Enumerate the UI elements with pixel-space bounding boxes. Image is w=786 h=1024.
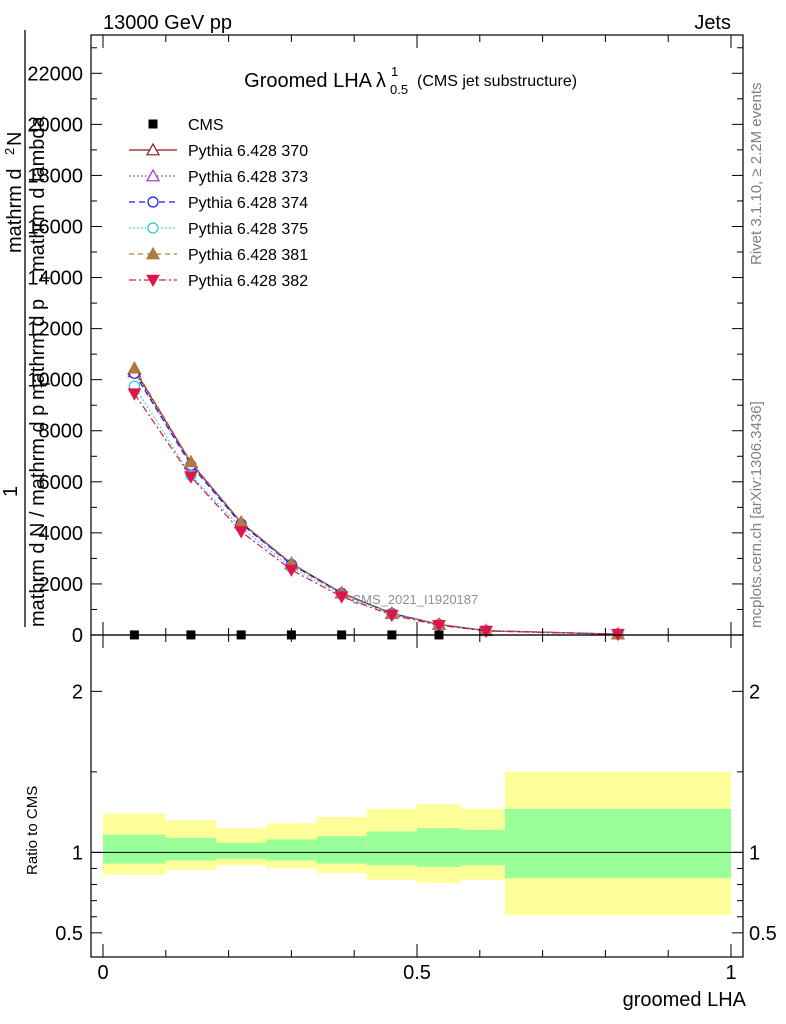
rivet-label: Rivet 3.1.10, ≥ 2.2M events [748, 83, 765, 266]
main-ytick-label-4: 8000 [39, 421, 84, 443]
ratio-band-inner-4 [316, 836, 367, 864]
main-ytick-label-3: 6000 [39, 472, 84, 494]
plot-title: Groomed LHA λ 1 0.5 (CMS jet substructur… [244, 64, 577, 97]
ratio-bands [91, 771, 743, 916]
watermark: CMS_2021_I1920187 [352, 592, 479, 607]
legend-label-2: Pythia 6.428 373 [188, 169, 308, 186]
ratio-y-axis-label: Ratio to CMS [24, 786, 41, 875]
ratio-ytick-label-left-1: 1 [72, 842, 83, 864]
legend-label-6: Pythia 6.428 382 [188, 273, 308, 290]
main-ytick-label-5: 10000 [27, 370, 83, 392]
series-4-point-1 [183, 454, 198, 468]
ylabel-denominator: mathrm d N / mathrm d p [27, 405, 49, 627]
legend-marker-2 [145, 168, 161, 182]
ylabel-line2: mathrm d p [27, 299, 49, 400]
legend-marker-1 [145, 142, 161, 156]
legend-label-5: Pythia 6.428 381 [188, 247, 308, 264]
ylabel-line1-tail: N [4, 132, 26, 146]
ylabel-line2-sub: T [38, 274, 53, 282]
main-y-axis-label: mathrm d 2 N mathrm d p T mathrm d lambd… [0, 30, 53, 627]
mcplots-label: mcplots.cern.ch [arXiv:1306.3436] [748, 401, 765, 628]
legend-marker-4 [147, 222, 159, 234]
main-ytick-label-8: 16000 [27, 216, 83, 238]
legend-label-3: Pythia 6.428 374 [188, 195, 308, 212]
main-ytick-label-6: 12000 [27, 319, 83, 341]
ratio-ytick-label-right-1: 1 [749, 842, 760, 864]
series-5-point-5 [385, 609, 399, 623]
main-ytick-label-9: 18000 [27, 165, 83, 187]
ylabel-line1: mathrm d [4, 169, 26, 253]
series-5-point-0 [127, 388, 142, 401]
series-5-point-1 [184, 471, 198, 484]
title-main: Groomed LHA [244, 70, 372, 92]
title-sup: 1 [391, 64, 398, 79]
ratio-ytick-label-left-0: 0.5 [55, 923, 83, 945]
ratio-xtick-label-1: 0.5 [403, 962, 431, 984]
ylabel-prefix: 1 [0, 486, 22, 497]
ratio-band-inner-8 [504, 808, 731, 879]
main-ytick-label-11: 22000 [27, 63, 83, 85]
ratio-band-inner-0 [103, 834, 166, 864]
main-ytick-label-0: 0 [72, 625, 83, 647]
main-ytick-label-10: 20000 [27, 114, 83, 136]
category-label: Jets [694, 12, 731, 34]
main-series [127, 360, 625, 642]
main-ytick-label-1: 2000 [39, 574, 84, 596]
series-5-point-3 [284, 564, 299, 577]
series-5-point-4 [334, 591, 349, 604]
ratio-ytick-label-right-0: 0.5 [749, 923, 777, 945]
ratio-band-inner-7 [460, 829, 505, 866]
ratio-xtick-label-0: 0 [97, 962, 108, 984]
legend-label-4: Pythia 6.428 375 [188, 221, 308, 238]
ratio-band-inner-5 [366, 831, 417, 866]
legend-marker-cms [148, 119, 158, 129]
series-5-point-2 [234, 526, 249, 539]
ratio-ytick-label-left-2: 2 [72, 681, 83, 703]
legend-marker-6 [146, 274, 160, 288]
title-sub: 0.5 [390, 82, 408, 97]
ratio-band-inner-1 [165, 837, 217, 861]
energy-label: 13000 GeV pp [103, 12, 232, 34]
title-paren: (CMS jet substructure) [417, 73, 577, 90]
title-lambda: λ [376, 70, 386, 92]
series-line-5 [133, 393, 619, 635]
legend-marker-3 [147, 196, 159, 208]
ylabel-line1-sup: 2 [2, 148, 17, 155]
legend-label-1: Pythia 6.428 370 [188, 143, 308, 160]
ratio-xtick-label-2: 1 [725, 962, 736, 984]
ylabel-line2-tail: mathrm d lambda [27, 116, 49, 272]
series-5-point-6 [432, 619, 446, 633]
ratio-ytick-label-right-2: 2 [749, 681, 760, 703]
main-ytick-label-7: 14000 [27, 268, 83, 290]
series-5-point-7 [479, 625, 493, 639]
axes: 0 2000 4000 6000 8000 10000 12000 14000 16000 180… [27, 34, 777, 984]
ylabel-denominator-sub: T [38, 380, 53, 388]
ratio-band-inner-3 [266, 839, 317, 861]
main-ytick-label-2: 4000 [39, 523, 84, 545]
legend: CMS Pythia 6.428 370 Pythia 6.428 373 Pythi… [129, 117, 308, 290]
x-axis-label: groomed LHA [623, 989, 747, 1011]
ratio-band-inner-2 [216, 842, 267, 859]
legend-label-0: CMS [188, 117, 224, 134]
legend-marker-5 [145, 246, 161, 260]
ratio-band-inner-6 [417, 828, 461, 867]
series-4-point-0 [127, 360, 142, 374]
